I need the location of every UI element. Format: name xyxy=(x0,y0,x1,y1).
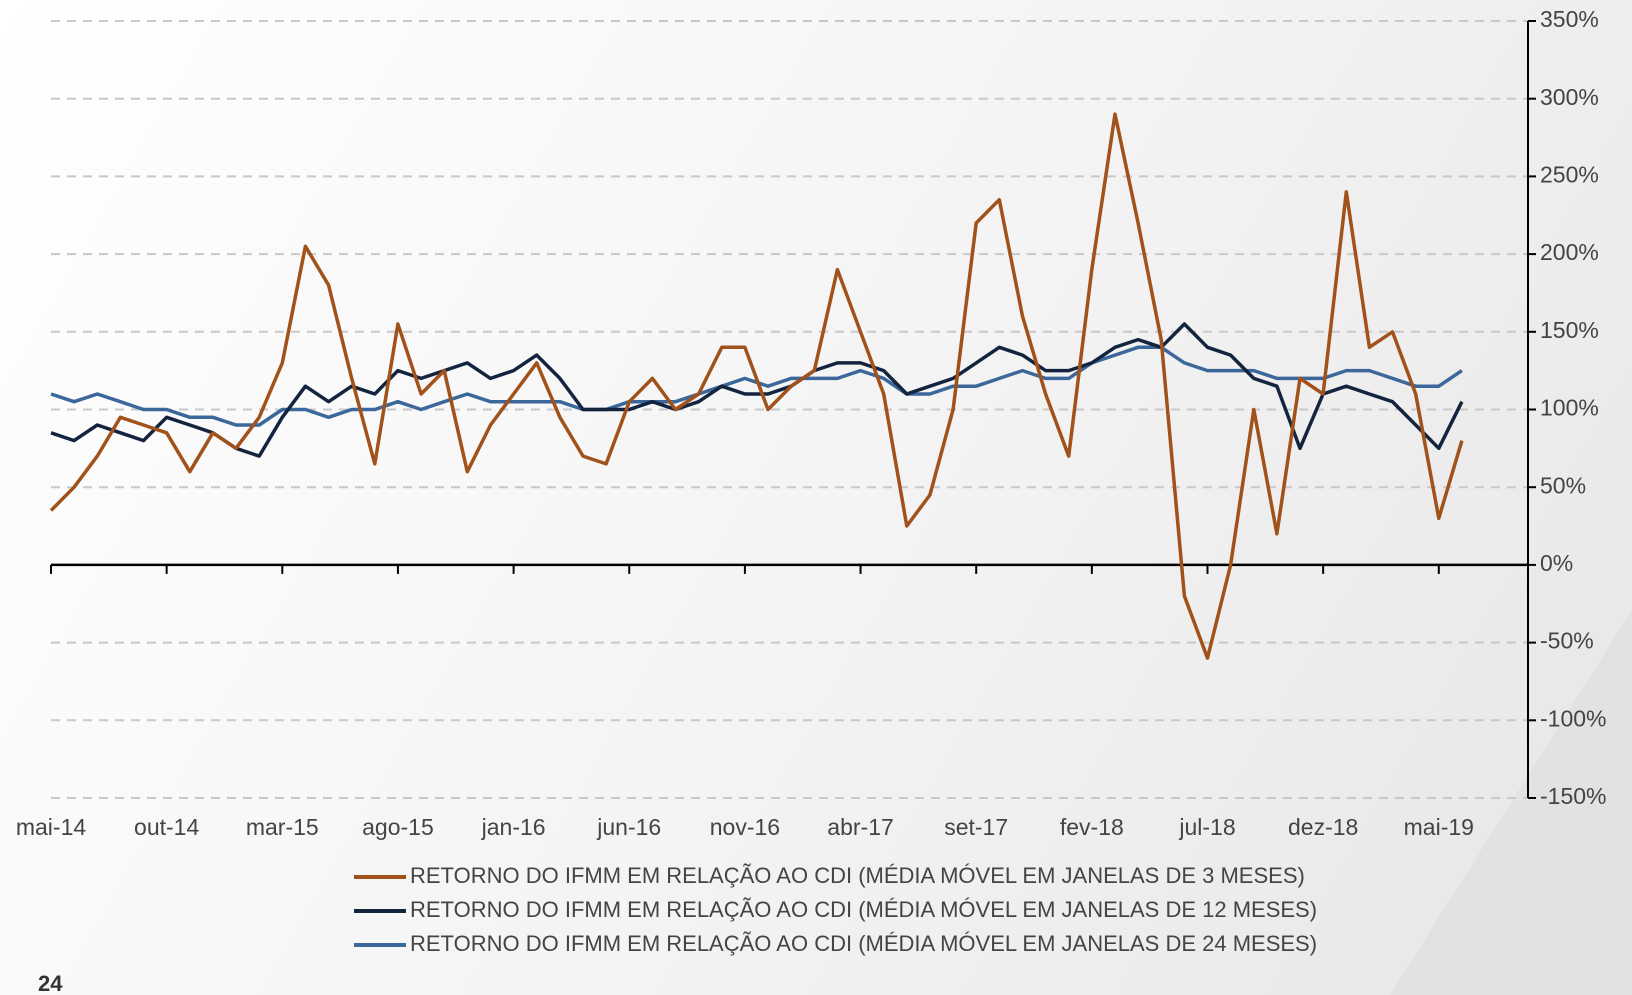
y-tick-label: 200% xyxy=(1540,239,1599,265)
x-tick-label: out-14 xyxy=(134,814,199,840)
x-tick-label: jul-18 xyxy=(1178,814,1235,840)
legend-label: RETORNO DO IFMM EM RELAÇÃO AO CDI (MÉDIA… xyxy=(410,863,1305,888)
x-tick-label: mar-15 xyxy=(246,814,319,840)
legend-label: RETORNO DO IFMM EM RELAÇÃO AO CDI (MÉDIA… xyxy=(410,931,1317,956)
y-tick-label: 50% xyxy=(1540,472,1586,498)
x-tick-label: abr-17 xyxy=(827,814,893,840)
y-tick-label: 150% xyxy=(1540,317,1599,343)
y-tick-label: 300% xyxy=(1540,84,1599,110)
x-tick-label: set-17 xyxy=(944,814,1008,840)
x-tick-label: dez-18 xyxy=(1288,814,1358,840)
decor xyxy=(1390,610,1632,995)
series-line xyxy=(49,112,1464,660)
series-line xyxy=(50,322,1464,458)
y-tick-label: 250% xyxy=(1540,161,1599,187)
x-tick-label: mai-19 xyxy=(1404,814,1474,840)
x-tick-label: nov-16 xyxy=(710,814,780,840)
y-tick-label: 350% xyxy=(1540,6,1599,32)
x-tick-label: jun-16 xyxy=(596,814,661,840)
legend-label: RETORNO DO IFMM EM RELAÇÃO AO CDI (MÉDIA… xyxy=(410,897,1317,922)
x-tick-label: ago-15 xyxy=(362,814,434,840)
y-tick-label: 0% xyxy=(1540,550,1573,576)
y-tick-label: -100% xyxy=(1540,705,1606,731)
x-tick-label: mai-14 xyxy=(16,814,87,840)
page-number: 24 xyxy=(38,971,63,995)
y-tick-label: -50% xyxy=(1540,628,1594,654)
y-tick-label: 100% xyxy=(1540,395,1599,421)
x-tick-label: fev-18 xyxy=(1060,814,1124,840)
y-tick-label: -150% xyxy=(1540,783,1606,809)
x-tick-label: jan-16 xyxy=(481,814,546,840)
